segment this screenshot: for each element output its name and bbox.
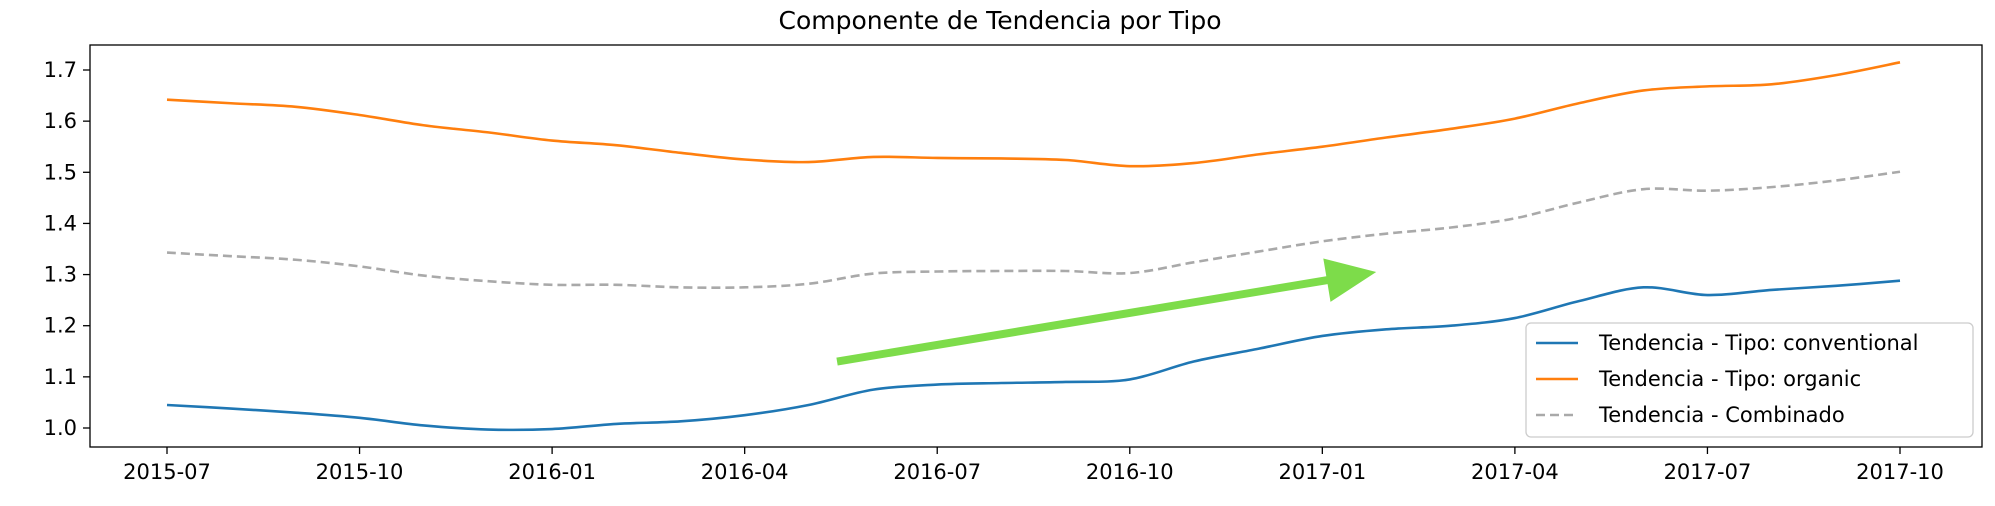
x-tick-label: 2017-01 <box>1278 460 1366 484</box>
x-tick-label: 2016-10 <box>1086 460 1174 484</box>
y-tick-label: 1.6 <box>44 109 77 133</box>
series-line-0 <box>166 279 1901 432</box>
legend-box <box>1525 322 1974 438</box>
x-tick-label: 2017-07 <box>1664 460 1752 484</box>
legend-label-0: Tendencia - Tipo: conventional <box>1598 331 1918 355</box>
x-tick-label: 2015-10 <box>316 460 404 484</box>
x-tick-label: 2017-10 <box>1856 460 1944 484</box>
series-line-1 <box>166 61 1901 168</box>
y-tick-label: 1.3 <box>44 263 77 287</box>
legend-label-1: Tendencia - Tipo: organic <box>1598 367 1861 391</box>
x-axis: 2015-07 2015-10 2016-01 2016-04 2016-07 2016-… <box>123 447 1944 484</box>
x-tick-label: 2016-04 <box>701 460 789 484</box>
series-line-2 <box>166 170 1901 290</box>
legend-label-2: Tendencia - Combinado <box>1598 403 1845 427</box>
series-layer <box>166 61 1901 432</box>
y-tick-label: 1.4 <box>44 211 77 235</box>
plot-frame <box>89 44 1983 448</box>
y-tick-label: 1.1 <box>44 365 77 389</box>
x-tick-label: 2015-07 <box>123 460 211 484</box>
x-tick-label: 2016-07 <box>893 460 981 484</box>
y-tick-label: 1.0 <box>44 416 77 440</box>
annotation-layer <box>836 258 1377 366</box>
x-tick-label: 2017-04 <box>1471 460 1559 484</box>
y-tick-label: 1.2 <box>44 314 77 338</box>
x-tick-label: 2016-01 <box>508 460 596 484</box>
legend: Tendencia - Tipo: conventional Tendencia … <box>1525 322 1974 438</box>
chart-title: Componente de Tendencia por Tipo <box>779 6 1222 35</box>
y-tick-label: 1.5 <box>44 160 77 184</box>
y-axis: 1.0 1.1 1.2 1.3 1.4 1.5 1.6 1.7 <box>44 58 90 440</box>
trend-arrow <box>836 258 1377 366</box>
y-tick-label: 1.7 <box>44 58 77 82</box>
